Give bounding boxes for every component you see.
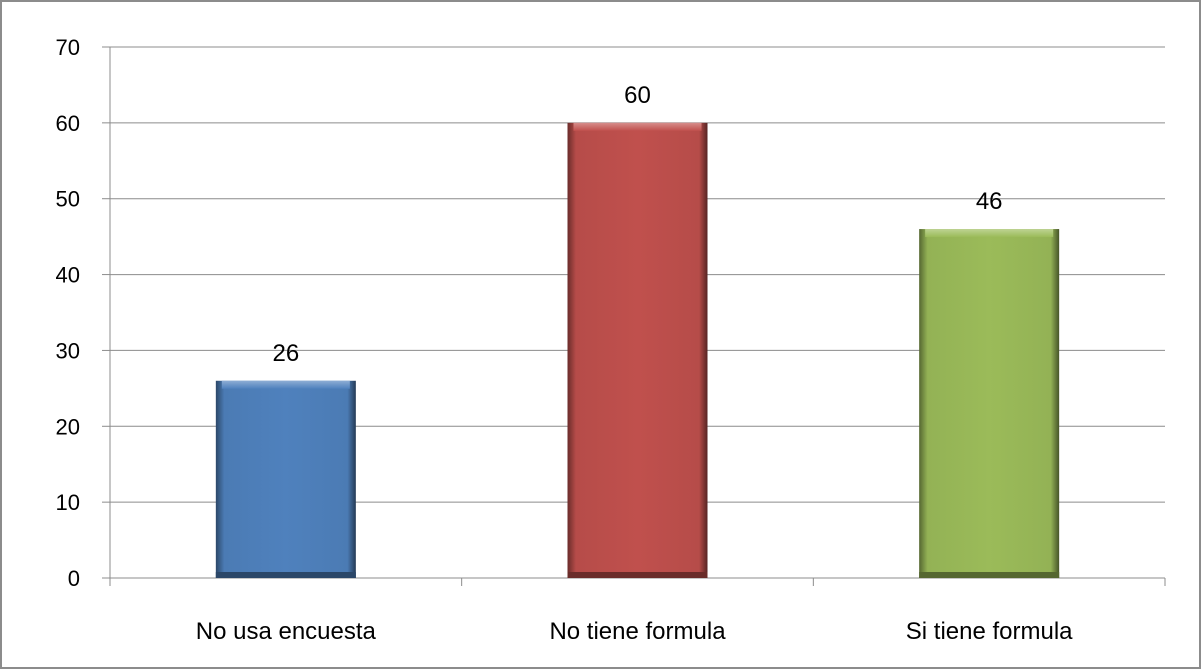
y-tick-label: 0 [68,566,80,591]
y-tick-label: 20 [56,414,80,439]
bar [215,380,356,578]
bar-top-bevel [221,380,350,389]
bar [567,122,708,578]
data-label: 60 [624,82,651,109]
bar-bottom-bevel [215,572,356,578]
x-category-label: No usa encuesta [196,618,377,645]
bar-top-bevel [573,122,702,131]
labels: 0 10 20 30 40 50 60 70 26 No usa encuesta 60 No tie… [56,35,1074,645]
y-tick-label: 60 [56,111,80,136]
y-tick-label: 10 [56,490,80,515]
bars [215,122,1060,579]
y-tick-label: 70 [56,35,80,60]
x-category-label: No tiene formula [549,618,726,645]
y-tick-label: 40 [56,263,80,288]
bar-bottom-bevel [567,572,708,578]
y-tick-label: 30 [56,338,80,363]
data-label: 26 [272,340,299,367]
x-category-label: Si tiene formula [906,618,1073,645]
bar [919,229,1060,579]
data-label: 46 [976,188,1003,215]
y-tick-label: 50 [56,187,80,212]
bar-bottom-bevel [919,572,1060,578]
bar-top-bevel [925,229,1054,238]
